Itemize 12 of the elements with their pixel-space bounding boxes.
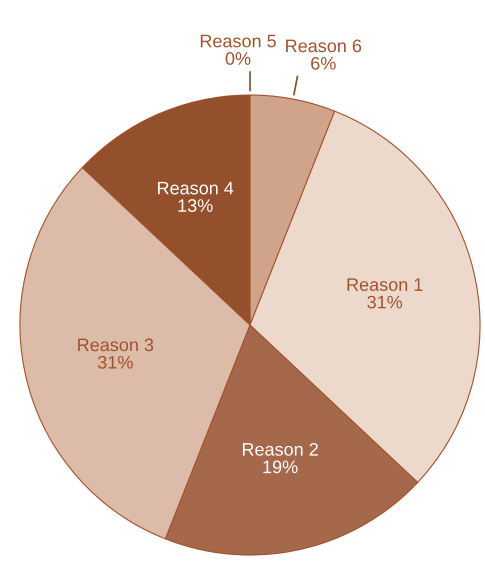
data-label: 13% bbox=[178, 199, 213, 212]
data-label: 31% bbox=[367, 296, 402, 308]
data-label: 31% bbox=[98, 356, 133, 369]
text: 0% bbox=[226, 52, 250, 65]
slice-label: Reason 6 bbox=[286, 39, 362, 52]
slice-label: Reason 3 bbox=[78, 338, 154, 352]
category-label: Reason 5 bbox=[200, 34, 276, 48]
slice-label: Reason 2 bbox=[242, 442, 318, 456]
slice-label: Reason 1 bbox=[348, 278, 422, 291]
slice-label: Reason 4 bbox=[158, 182, 234, 194]
data-label: 19% bbox=[263, 460, 298, 474]
data-label: 6% bbox=[311, 56, 336, 70]
